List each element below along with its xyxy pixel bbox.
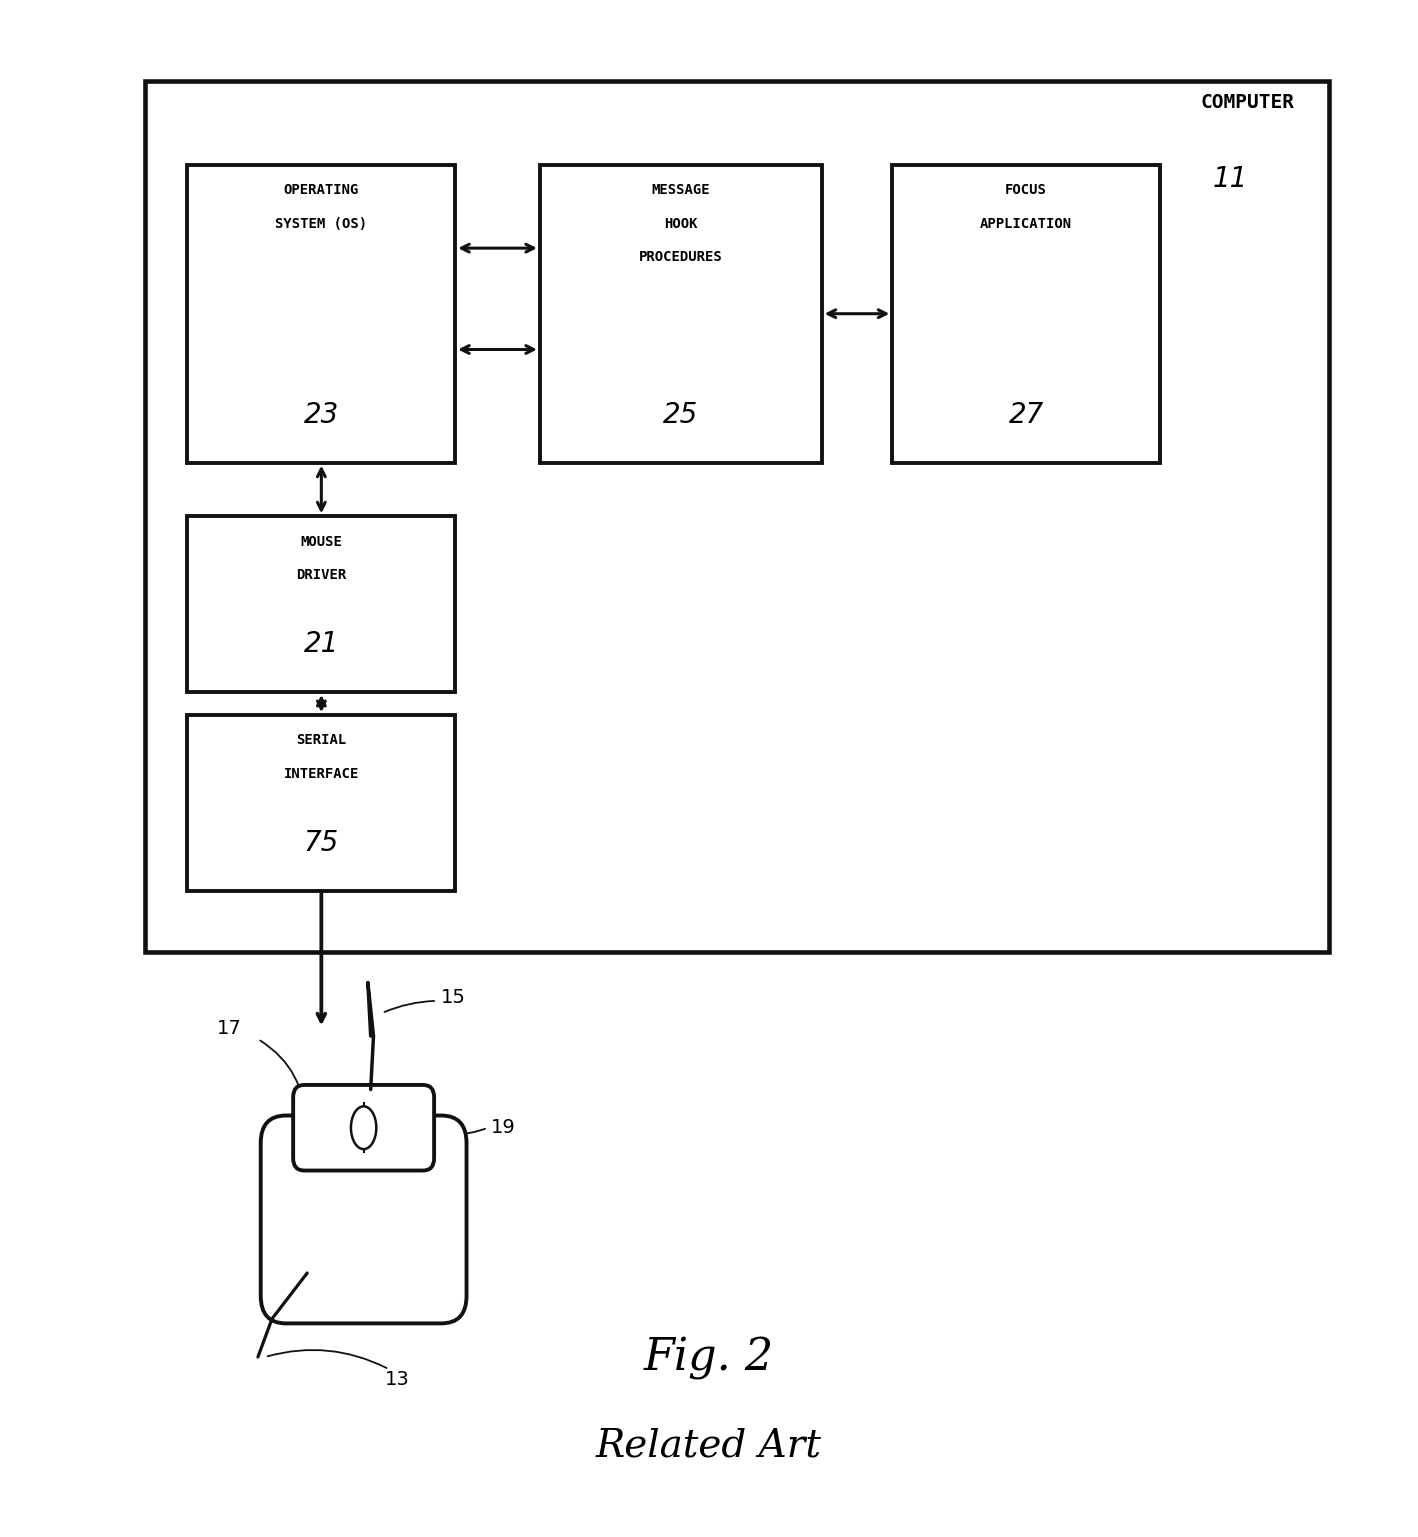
Text: OPERATING: OPERATING [284, 183, 359, 197]
FancyBboxPatch shape [145, 80, 1329, 951]
FancyBboxPatch shape [892, 164, 1160, 463]
Text: SYSTEM (OS): SYSTEM (OS) [275, 217, 367, 231]
FancyBboxPatch shape [187, 715, 455, 891]
FancyBboxPatch shape [187, 164, 455, 463]
Text: 23: 23 [303, 401, 339, 429]
Text: PROCEDURES: PROCEDURES [640, 251, 723, 264]
Text: 21: 21 [303, 630, 339, 658]
Text: 25: 25 [664, 401, 699, 429]
FancyBboxPatch shape [294, 1085, 434, 1171]
Text: DRIVER: DRIVER [296, 569, 346, 583]
Text: 17: 17 [217, 1019, 242, 1037]
Text: 27: 27 [1008, 401, 1044, 429]
Text: 75: 75 [303, 828, 339, 858]
Ellipse shape [350, 1107, 376, 1150]
FancyBboxPatch shape [261, 1116, 467, 1323]
Text: APPLICATION: APPLICATION [980, 217, 1072, 231]
Text: INTERFACE: INTERFACE [284, 767, 359, 781]
Text: 19: 19 [491, 1119, 515, 1137]
FancyBboxPatch shape [540, 164, 822, 463]
Text: HOOK: HOOK [664, 217, 698, 231]
Text: Related Art: Related Art [596, 1426, 822, 1465]
Text: Fig. 2: Fig. 2 [644, 1337, 774, 1380]
Text: COMPUTER: COMPUTER [1200, 92, 1295, 112]
Text: SERIAL: SERIAL [296, 733, 346, 747]
Text: MOUSE: MOUSE [301, 535, 342, 549]
Text: 15: 15 [441, 988, 467, 1007]
Text: FOCUS: FOCUS [1005, 183, 1046, 197]
Text: 11: 11 [1212, 164, 1248, 192]
Text: MESSAGE: MESSAGE [651, 183, 710, 197]
FancyBboxPatch shape [187, 516, 455, 692]
Text: 13: 13 [384, 1371, 410, 1389]
